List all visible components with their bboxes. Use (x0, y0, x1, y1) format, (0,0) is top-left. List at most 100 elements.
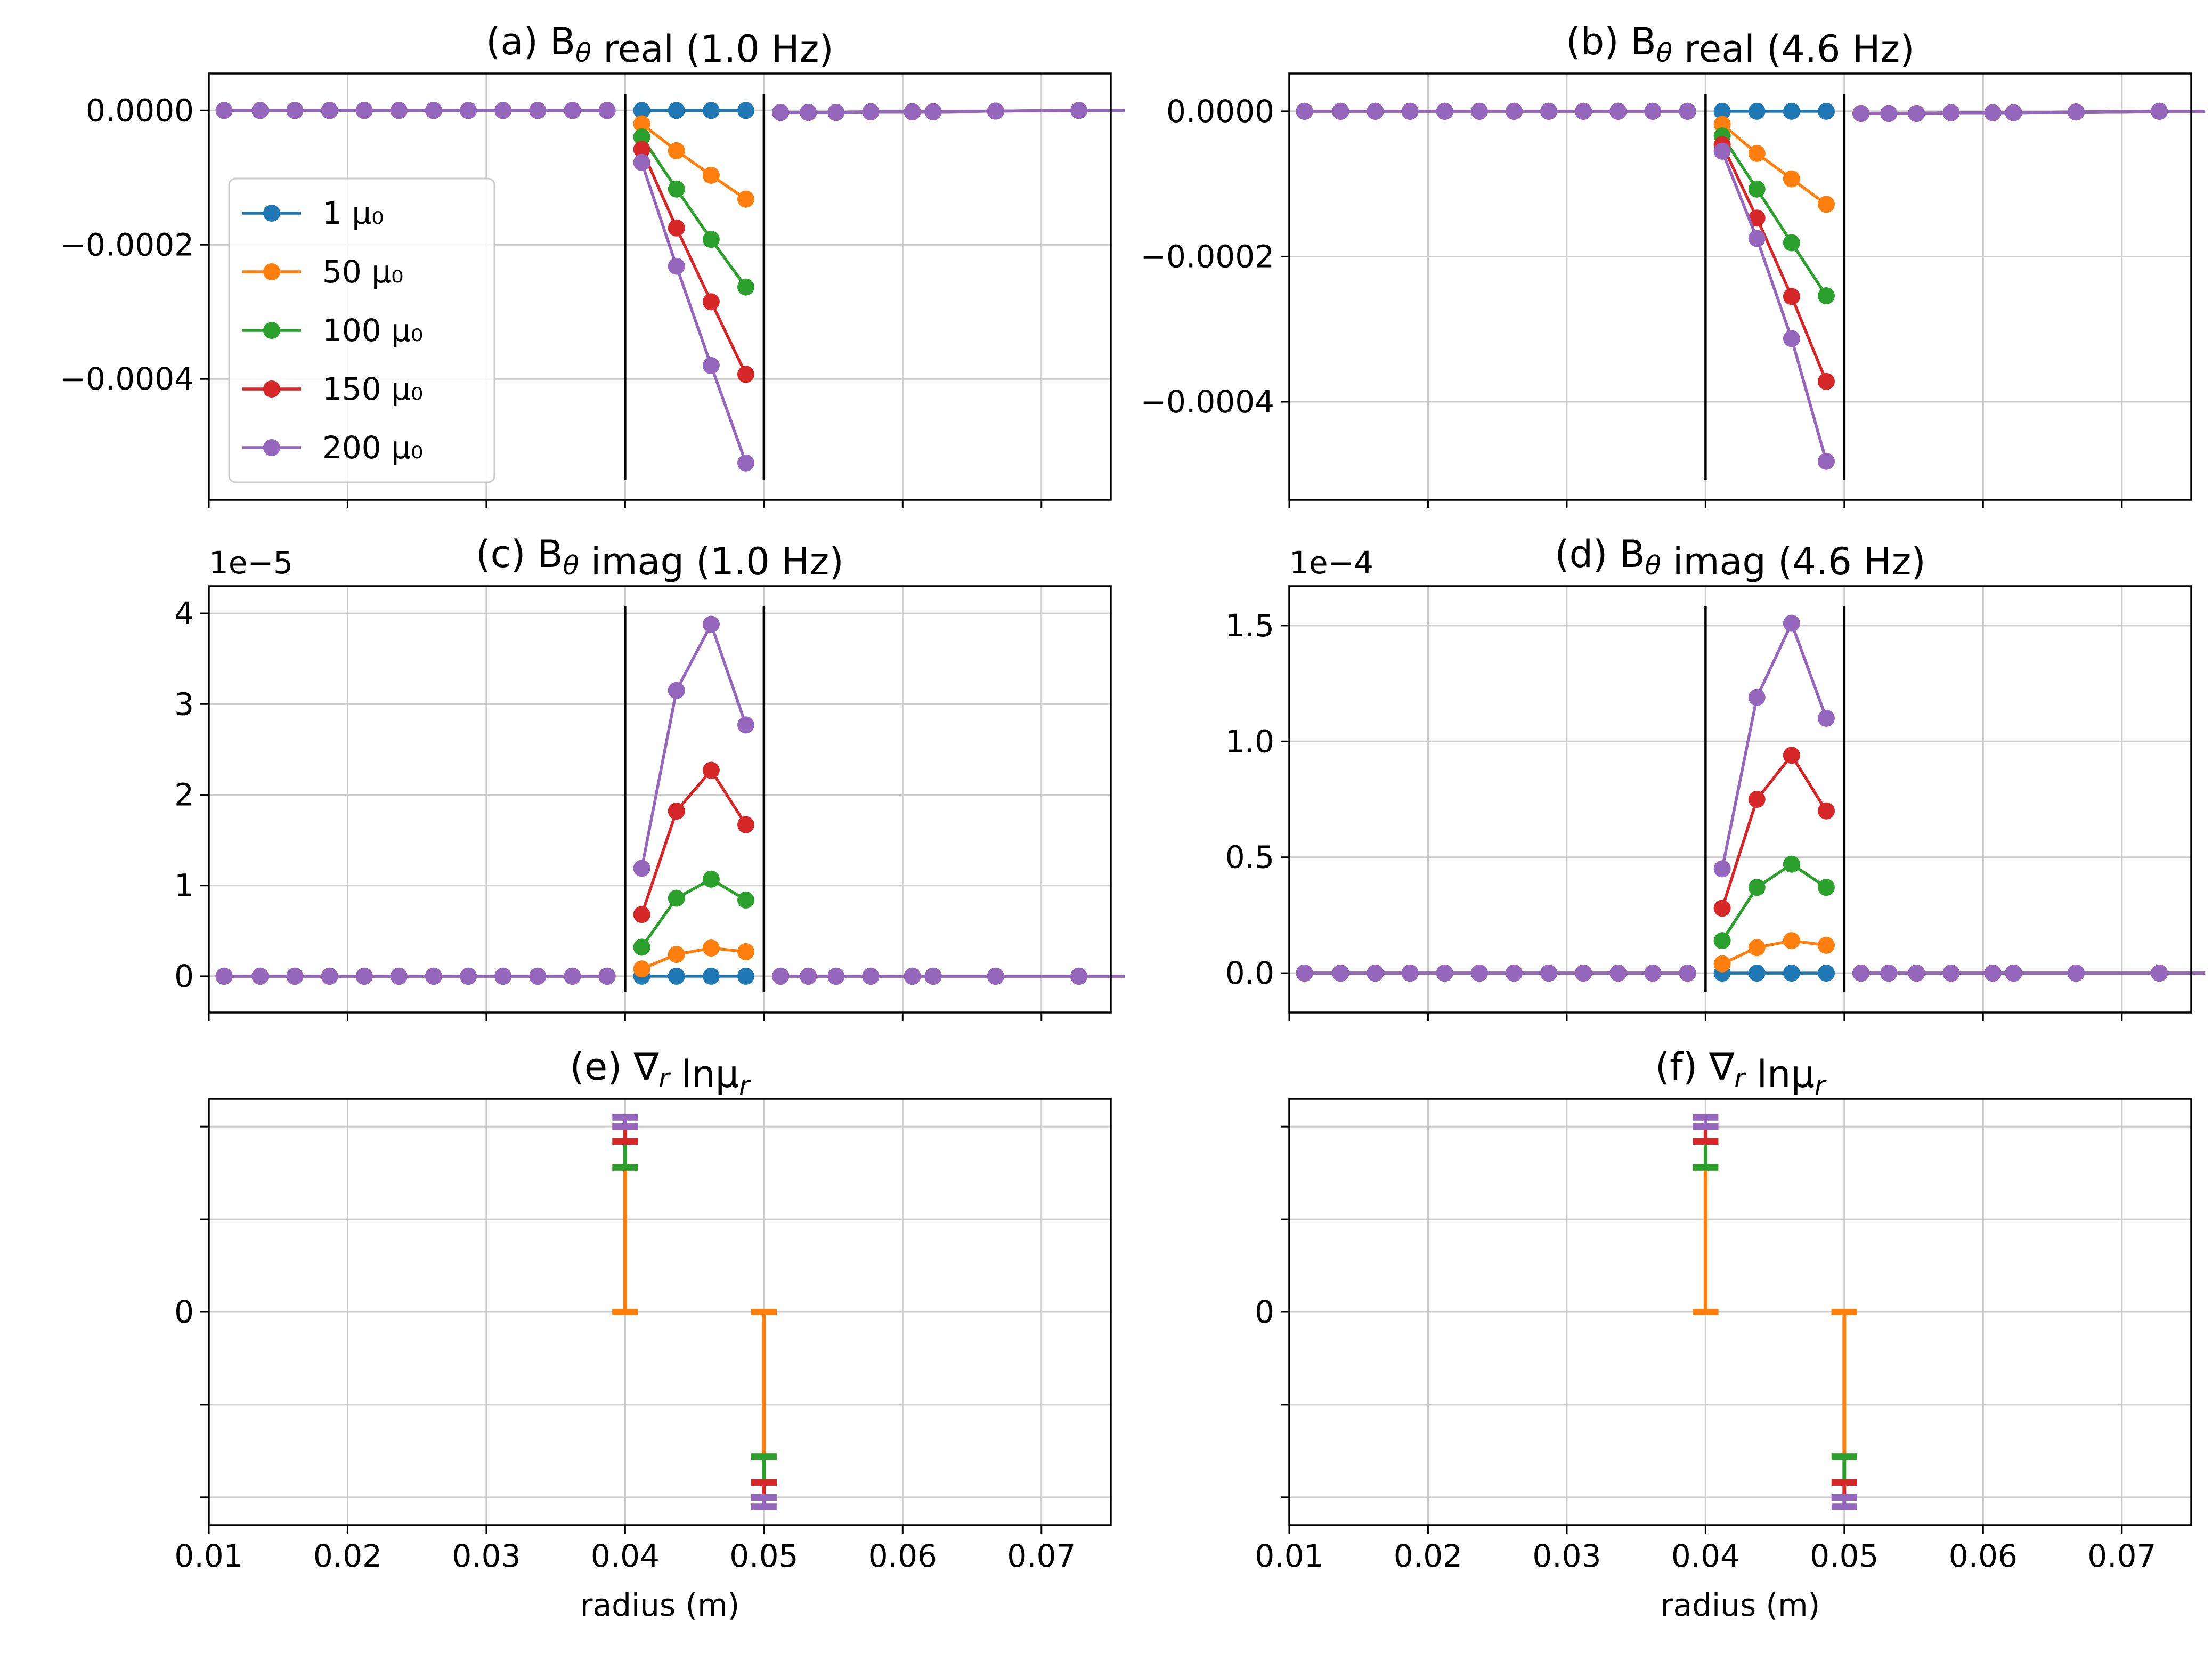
y-tick-label: −0.0002 (60, 226, 194, 263)
data-point (702, 870, 720, 888)
data-point (702, 357, 720, 375)
data-point (633, 141, 650, 158)
data-point (2067, 965, 2085, 982)
data-point (1817, 709, 1835, 727)
data-point (737, 454, 754, 472)
axes-frame (1288, 72, 2192, 501)
data-point (1470, 965, 1488, 982)
data-point (668, 803, 685, 820)
data-point (737, 366, 754, 383)
y-tick-label: 0.0 (1225, 955, 1274, 991)
data-point (286, 102, 304, 119)
grid (1288, 74, 2191, 500)
data-point (460, 102, 477, 119)
series-line (641, 946, 746, 970)
data-point (668, 967, 685, 985)
data-point (1852, 965, 1870, 982)
series-line (1721, 150, 1828, 462)
data-point (904, 103, 921, 120)
y-tick-label: 1.5 (1225, 607, 1274, 644)
grid (208, 586, 1111, 1012)
data-point (1401, 965, 1419, 982)
data-point (1748, 965, 1766, 982)
data-point (1748, 230, 1766, 247)
data-point (800, 104, 817, 121)
data-point (1748, 209, 1766, 227)
data-point (1783, 170, 1800, 188)
data-point (529, 102, 547, 119)
data-point (1713, 932, 1731, 950)
data-point (1644, 965, 1662, 982)
data-point (1817, 452, 1835, 470)
data-point (1540, 102, 1558, 120)
data-point (355, 967, 373, 985)
axes-frame (208, 72, 1112, 501)
data-point (1783, 330, 1800, 347)
data-point (1783, 288, 1800, 305)
data-point (598, 102, 616, 119)
series-line (1721, 144, 1828, 382)
x-axis-label: radius (m) (580, 1587, 740, 1623)
data-point (1401, 102, 1419, 120)
legend-label: 1 μ₀ (322, 195, 384, 231)
data-point (1783, 747, 1800, 764)
data-point (702, 293, 720, 311)
data-point (987, 967, 1004, 985)
grid (208, 1099, 1111, 1525)
data-point (494, 102, 512, 119)
data-point (1296, 102, 1313, 120)
data-point (633, 960, 650, 978)
data-point (668, 889, 685, 907)
data-point (1505, 965, 1523, 982)
y-tick-label: 0 (1255, 1294, 1274, 1330)
data-point (1748, 879, 1766, 896)
data-point (1436, 102, 1453, 120)
series-line (640, 877, 747, 949)
y-tick-label: 0 (174, 1294, 194, 1330)
series-line (640, 149, 747, 375)
data-point (1817, 965, 1835, 982)
data-point (1783, 855, 1800, 873)
data-point (1070, 967, 1088, 985)
y-tick-label: −0.0004 (1140, 384, 1274, 420)
data-point (1748, 939, 1766, 957)
data-point (668, 180, 685, 198)
data-point (668, 219, 685, 237)
data-point (924, 967, 942, 985)
data-point (633, 153, 650, 171)
data-point (668, 682, 685, 699)
data-point (2151, 102, 2168, 120)
data-point (737, 967, 754, 985)
data-point (737, 278, 754, 296)
data-point (2151, 965, 2168, 982)
data-point (737, 891, 754, 909)
legend: 1 μ₀ 50 μ₀ 100 μ₀ 150 μ₀ 200 μ₀ (228, 177, 495, 483)
data-point (1984, 965, 2002, 982)
data-point (1880, 104, 1898, 122)
data-point (1783, 965, 1800, 982)
data-point (564, 102, 581, 119)
data-point (1679, 965, 1696, 982)
data-point (1748, 180, 1766, 198)
series-line (1720, 619, 1828, 869)
series-line (1721, 123, 1827, 206)
data-point (1817, 936, 1835, 954)
data-point (1332, 965, 1349, 982)
panel-title: (b) Bθ real (4.6 Hz) (1566, 20, 1914, 71)
y-tick-label: 0 (174, 958, 194, 994)
data-point (1332, 102, 1349, 120)
data-point (2005, 965, 2022, 982)
data-point (1713, 900, 1731, 917)
data-point (1817, 287, 1835, 305)
data-point (1783, 102, 1800, 120)
data-point (702, 231, 720, 248)
series-line (640, 123, 747, 200)
x-tick-label: 0.01 (174, 1538, 243, 1574)
data-point (1748, 102, 1766, 120)
data-point (702, 102, 720, 119)
data-point (633, 115, 650, 133)
data-point (800, 967, 817, 985)
data-point (494, 967, 512, 985)
data-point (862, 103, 880, 120)
data-point (1470, 102, 1488, 120)
